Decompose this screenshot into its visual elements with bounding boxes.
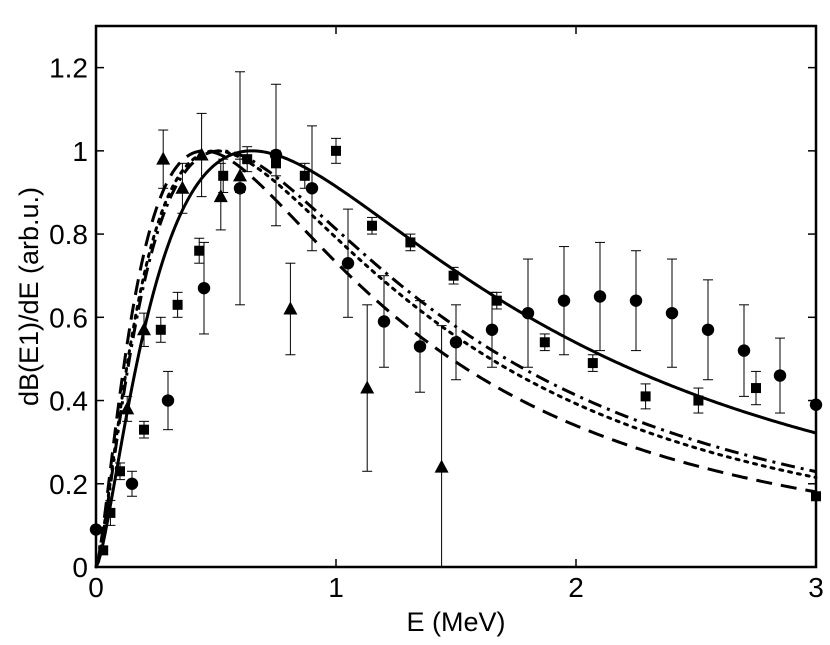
point-triangle (213, 189, 228, 203)
point-circle (737, 344, 751, 357)
point-circle (701, 323, 715, 336)
point-square (155, 324, 166, 335)
point-square (115, 466, 125, 477)
y-tick-label: 1.2 (49, 53, 88, 84)
point-triangle (434, 459, 449, 473)
point-circle (557, 294, 571, 307)
point-triangle (233, 168, 247, 182)
point-circle (413, 340, 427, 353)
point-circle (521, 306, 535, 320)
point-square (405, 237, 416, 248)
point-circle (341, 257, 355, 270)
point-square (218, 170, 229, 181)
x-axis-label: E (MeV) (406, 607, 505, 637)
point-square (242, 154, 253, 165)
point-square (139, 424, 149, 435)
error-bars (105, 71, 785, 567)
point-square (640, 391, 651, 402)
point-circle (773, 369, 787, 382)
point-circle (593, 290, 607, 303)
point-square (587, 358, 598, 369)
point-triangle (156, 151, 171, 165)
point-triangle (194, 147, 209, 161)
point-square (172, 299, 183, 310)
x-tick-label: 0 (88, 572, 104, 603)
point-circle (449, 336, 463, 349)
point-square (271, 158, 281, 169)
y-tick-label: 0.8 (49, 219, 88, 250)
point-circle (233, 182, 247, 195)
point-square (448, 270, 459, 281)
y-tick-label: 0.4 (49, 386, 88, 417)
y-tick-label: 0 (72, 552, 88, 583)
y-tick-label: 1 (72, 136, 88, 167)
point-triangle (120, 401, 135, 415)
point-square (331, 145, 341, 156)
point-circle (161, 394, 175, 407)
plot-area-frame (94, 24, 818, 569)
point-circle (125, 477, 139, 490)
point-circle (197, 281, 211, 295)
point-square (105, 507, 116, 518)
point-square (367, 220, 377, 231)
point-square (539, 337, 550, 348)
point-triangle (137, 322, 151, 336)
point-circle (377, 315, 391, 328)
point-triangle (175, 180, 190, 194)
point-square (751, 383, 761, 394)
point-triangle (283, 301, 298, 315)
point-circle (305, 182, 319, 195)
x-tick-label: 1 (328, 572, 344, 603)
point-square (299, 170, 310, 181)
point-triangle (360, 380, 375, 394)
x-tick-label: 2 (568, 572, 584, 603)
x-tick-label: 3 (808, 572, 824, 603)
axis-ticks: 0 1 2 3 0 0.2 0.4 0.6 0.8 1 1.2 (49, 26, 824, 603)
y-tick-label: 0.6 (49, 302, 88, 333)
point-circle (665, 306, 679, 320)
point-circle (629, 294, 643, 307)
point-circle (485, 323, 499, 336)
point-square (491, 295, 502, 306)
y-axis-label: dB(E1)/dE (arb.u.) (14, 187, 44, 406)
point-square (693, 395, 704, 406)
point-circle (269, 148, 283, 162)
point-square (98, 545, 109, 556)
y-tick-label: 0.2 (49, 469, 88, 500)
point-square (194, 245, 205, 256)
data-markers (89, 145, 823, 556)
